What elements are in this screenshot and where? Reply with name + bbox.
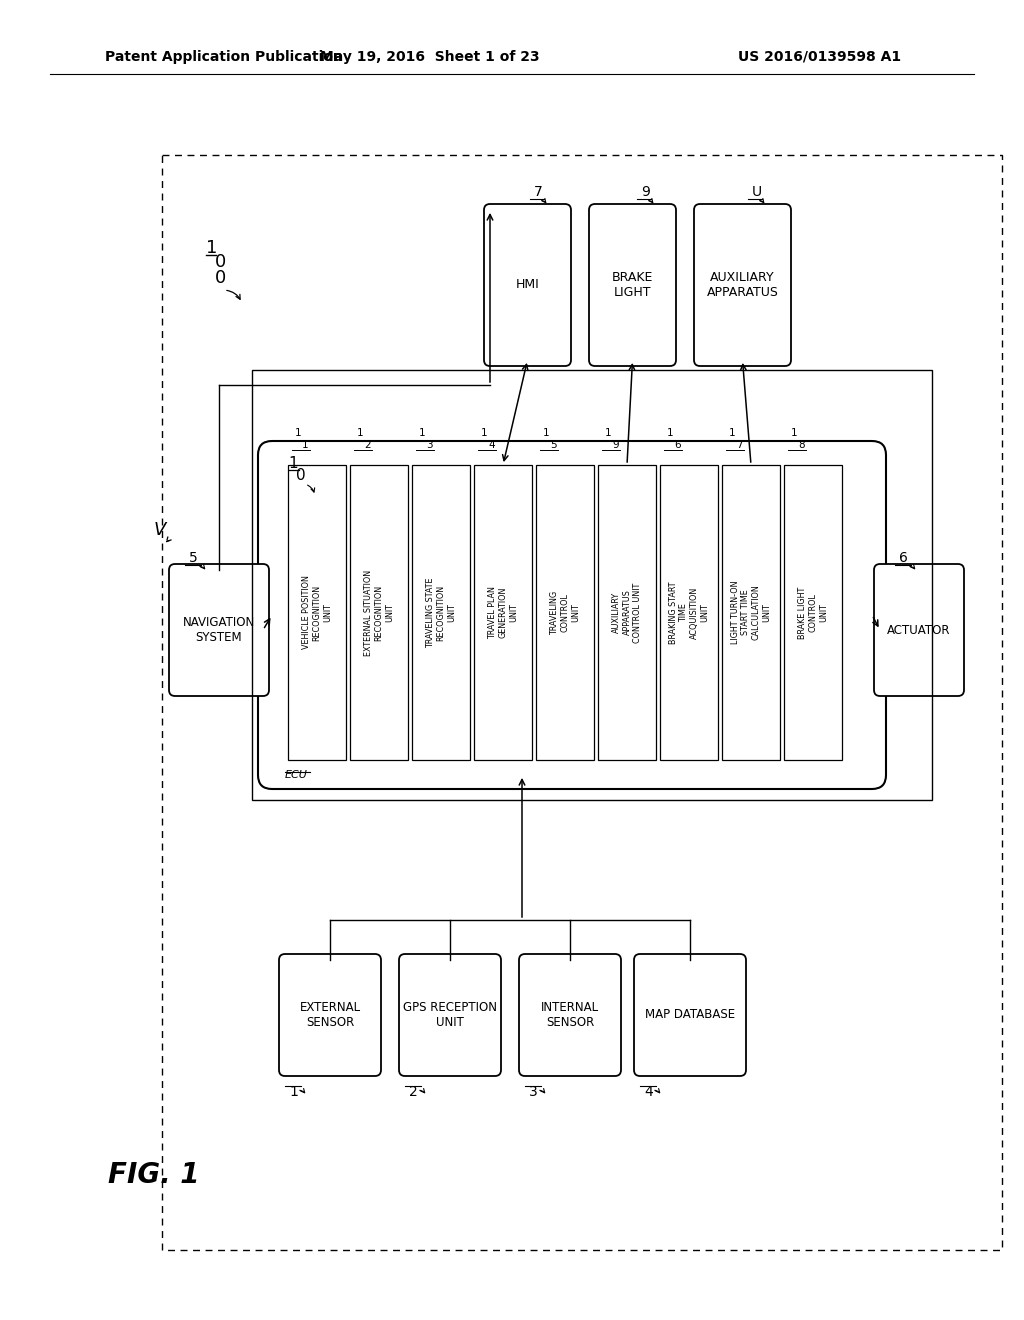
Text: 5: 5 xyxy=(550,440,557,450)
Text: 1: 1 xyxy=(206,239,218,257)
Text: 1: 1 xyxy=(543,428,550,438)
Text: AUXILIARY
APPARATUS
CONTROL UNIT: AUXILIARY APPARATUS CONTROL UNIT xyxy=(612,582,642,643)
Text: TRAVEL PLAN
GENERATION
UNIT: TRAVEL PLAN GENERATION UNIT xyxy=(488,586,518,639)
FancyBboxPatch shape xyxy=(519,954,621,1076)
FancyBboxPatch shape xyxy=(279,954,381,1076)
Text: Patent Application Publication: Patent Application Publication xyxy=(105,50,343,63)
Text: 3: 3 xyxy=(529,1085,538,1100)
Text: 4: 4 xyxy=(488,440,495,450)
Text: 1: 1 xyxy=(357,428,364,438)
Text: INTERNAL
SENSOR: INTERNAL SENSOR xyxy=(541,1001,599,1030)
Text: LIGHT TURN-ON
START TIME
CALCULATION
UNIT: LIGHT TURN-ON START TIME CALCULATION UNI… xyxy=(731,581,771,644)
Text: 0: 0 xyxy=(214,269,225,286)
FancyBboxPatch shape xyxy=(258,441,886,789)
Text: 8: 8 xyxy=(798,440,805,450)
Text: AUXILIARY
APPARATUS: AUXILIARY APPARATUS xyxy=(707,271,778,300)
Text: V: V xyxy=(154,521,166,539)
Text: BRAKE LIGHT
CONTROL
UNIT: BRAKE LIGHT CONTROL UNIT xyxy=(798,586,827,639)
Text: May 19, 2016  Sheet 1 of 23: May 19, 2016 Sheet 1 of 23 xyxy=(321,50,540,63)
Bar xyxy=(350,465,408,760)
Text: FIG. 1: FIG. 1 xyxy=(108,1162,200,1189)
Text: 1: 1 xyxy=(288,457,298,471)
Bar xyxy=(252,370,932,800)
Text: 1: 1 xyxy=(295,428,302,438)
Bar xyxy=(474,465,532,760)
Text: 0: 0 xyxy=(296,469,306,483)
Text: 7: 7 xyxy=(534,185,543,199)
FancyBboxPatch shape xyxy=(484,205,571,366)
Bar xyxy=(162,154,1002,1250)
Text: 9: 9 xyxy=(612,440,618,450)
Text: US 2016/0139598 A1: US 2016/0139598 A1 xyxy=(738,50,901,63)
Text: TRAVELING STATE
RECOGNITION
UNIT: TRAVELING STATE RECOGNITION UNIT xyxy=(426,577,456,648)
FancyBboxPatch shape xyxy=(634,954,746,1076)
Text: 1: 1 xyxy=(605,428,611,438)
Text: HMI: HMI xyxy=(516,279,540,292)
Bar xyxy=(598,465,656,760)
Text: BRAKING START
TIME
ACQUISITION
UNIT: BRAKING START TIME ACQUISITION UNIT xyxy=(669,581,709,644)
Bar xyxy=(784,465,842,760)
Text: 1: 1 xyxy=(667,428,674,438)
Text: 1: 1 xyxy=(481,428,487,438)
Bar xyxy=(412,465,470,760)
FancyBboxPatch shape xyxy=(694,205,791,366)
Text: 1: 1 xyxy=(302,440,308,450)
Text: MAP DATABASE: MAP DATABASE xyxy=(645,1008,735,1022)
Text: 0: 0 xyxy=(214,253,225,271)
FancyBboxPatch shape xyxy=(589,205,676,366)
Text: ECU: ECU xyxy=(285,770,308,780)
Text: TRAVELING
CONTROL
UNIT: TRAVELING CONTROL UNIT xyxy=(550,590,580,635)
Text: 2: 2 xyxy=(409,1085,418,1100)
Text: NAVIGATION
SYSTEM: NAVIGATION SYSTEM xyxy=(183,616,255,644)
Bar xyxy=(536,465,594,760)
Text: 1: 1 xyxy=(729,428,735,438)
Text: GPS RECEPTION
UNIT: GPS RECEPTION UNIT xyxy=(403,1001,497,1030)
Text: 9: 9 xyxy=(641,185,650,199)
Text: 6: 6 xyxy=(674,440,681,450)
Bar xyxy=(660,465,718,760)
Bar xyxy=(722,465,780,760)
FancyBboxPatch shape xyxy=(874,564,964,696)
Bar xyxy=(288,465,346,760)
Text: U: U xyxy=(752,185,762,199)
FancyBboxPatch shape xyxy=(169,564,269,696)
FancyBboxPatch shape xyxy=(399,954,501,1076)
Text: 1: 1 xyxy=(791,428,798,438)
Text: EXTERNAL SITUATION
RECOGNITION
UNIT: EXTERNAL SITUATION RECOGNITION UNIT xyxy=(365,569,394,656)
Text: BRAKE
LIGHT: BRAKE LIGHT xyxy=(611,271,653,300)
Text: 6: 6 xyxy=(899,550,908,565)
Text: ACTUATOR: ACTUATOR xyxy=(887,623,950,636)
Text: 3: 3 xyxy=(426,440,432,450)
Text: 1: 1 xyxy=(289,1085,298,1100)
Text: 7: 7 xyxy=(736,440,742,450)
Text: 5: 5 xyxy=(189,550,198,565)
Text: 2: 2 xyxy=(364,440,371,450)
Text: VEHICLE POSITION
RECOGNITION
UNIT: VEHICLE POSITION RECOGNITION UNIT xyxy=(302,576,332,649)
Text: EXTERNAL
SENSOR: EXTERNAL SENSOR xyxy=(299,1001,360,1030)
Text: 1: 1 xyxy=(419,428,426,438)
Text: 4: 4 xyxy=(644,1085,652,1100)
